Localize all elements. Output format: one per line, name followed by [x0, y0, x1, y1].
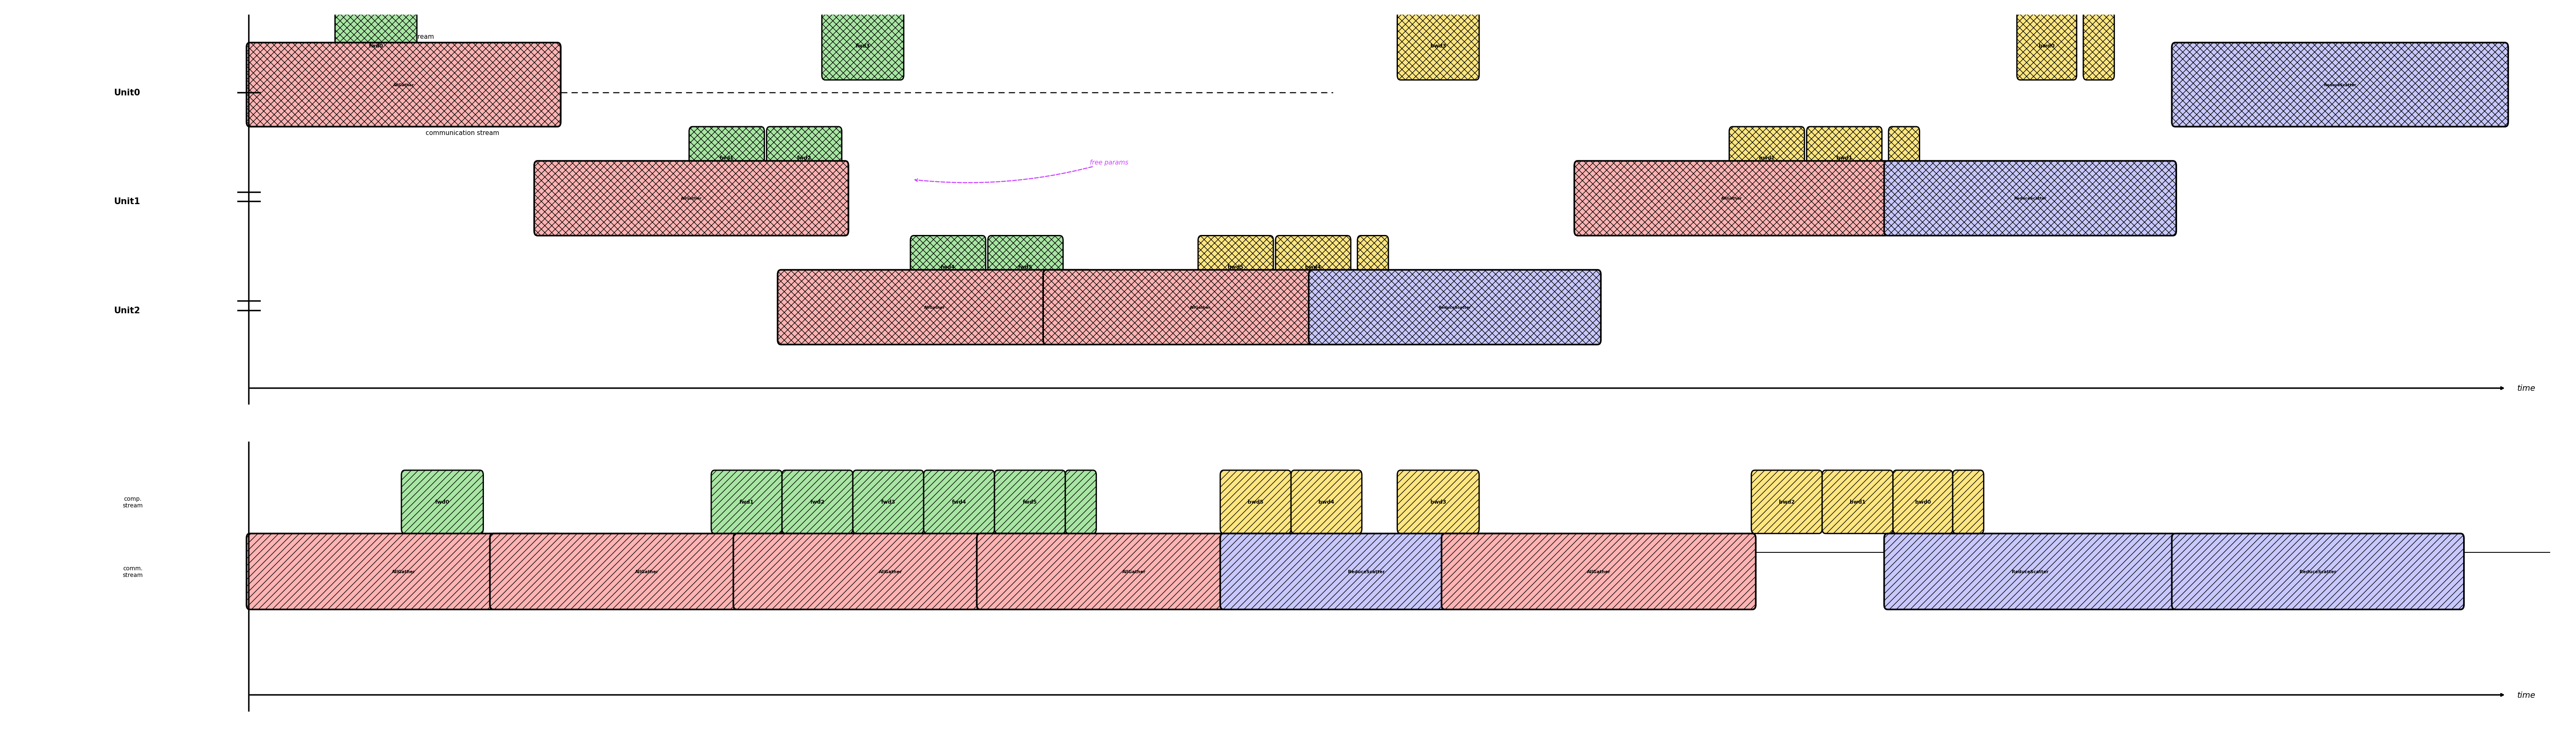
Text: Unit0: Unit0 — [113, 88, 139, 97]
FancyBboxPatch shape — [822, 12, 904, 80]
Text: AllGather: AllGather — [1587, 569, 1610, 574]
Text: fwd1: fwd1 — [739, 500, 755, 505]
FancyBboxPatch shape — [1806, 127, 1883, 189]
Text: ReduceScatter: ReduceScatter — [2014, 197, 2045, 201]
FancyBboxPatch shape — [2017, 12, 2076, 80]
FancyBboxPatch shape — [247, 43, 562, 127]
Text: fwd5: fwd5 — [1023, 500, 1038, 505]
Text: AllGather: AllGather — [636, 569, 659, 574]
FancyBboxPatch shape — [853, 470, 925, 533]
Text: fwd2: fwd2 — [796, 155, 811, 161]
FancyBboxPatch shape — [1883, 161, 2177, 236]
Text: fwd3: fwd3 — [881, 500, 896, 505]
FancyBboxPatch shape — [976, 533, 1291, 610]
FancyBboxPatch shape — [1953, 470, 1984, 533]
FancyBboxPatch shape — [1066, 470, 1097, 533]
Text: free params: free params — [914, 160, 1128, 183]
Text: bwd2: bwd2 — [1780, 500, 1795, 505]
FancyBboxPatch shape — [1574, 161, 1888, 236]
Text: bwd4: bwd4 — [1306, 264, 1321, 270]
Text: fwd1: fwd1 — [719, 155, 734, 161]
Text: compute stream: compute stream — [381, 34, 433, 40]
Text: AllGather: AllGather — [925, 306, 945, 309]
Text: bwd5: bwd5 — [1229, 264, 1244, 270]
Text: fwd5: fwd5 — [1018, 264, 1033, 270]
Text: ReduceScatter: ReduceScatter — [1437, 306, 1471, 309]
Text: bwd3: bwd3 — [1430, 500, 1445, 505]
Text: ReduceScatter: ReduceScatter — [2300, 569, 2336, 574]
FancyBboxPatch shape — [1893, 470, 1953, 533]
FancyBboxPatch shape — [533, 161, 848, 236]
Text: comp.
stream: comp. stream — [124, 496, 142, 509]
Text: Unit1: Unit1 — [113, 198, 139, 206]
FancyBboxPatch shape — [335, 12, 417, 80]
Text: bwd3: bwd3 — [1430, 43, 1445, 49]
Text: ReduceScatter: ReduceScatter — [1347, 569, 1386, 574]
Text: bwd1: bwd1 — [1850, 500, 1865, 505]
Text: fwd4: fwd4 — [953, 500, 966, 505]
Text: time: time — [2517, 691, 2535, 699]
Text: AllGather: AllGather — [680, 197, 701, 201]
FancyBboxPatch shape — [987, 236, 1064, 298]
Text: AllGather: AllGather — [1190, 306, 1211, 309]
FancyBboxPatch shape — [1752, 470, 1821, 533]
FancyBboxPatch shape — [1443, 533, 1757, 610]
FancyBboxPatch shape — [778, 270, 1092, 345]
Text: ReduceScatter: ReduceScatter — [2324, 83, 2357, 87]
FancyBboxPatch shape — [1396, 12, 1479, 80]
Text: bwd5: bwd5 — [1247, 500, 1265, 505]
FancyBboxPatch shape — [1396, 470, 1479, 533]
Text: fwd0: fwd0 — [368, 43, 384, 49]
FancyBboxPatch shape — [1221, 533, 1512, 610]
FancyBboxPatch shape — [994, 470, 1066, 533]
FancyBboxPatch shape — [925, 470, 994, 533]
Text: fwd2: fwd2 — [811, 500, 824, 505]
FancyBboxPatch shape — [2172, 43, 2509, 127]
Text: Unit2: Unit2 — [113, 306, 139, 315]
FancyBboxPatch shape — [1221, 470, 1291, 533]
FancyBboxPatch shape — [1198, 236, 1273, 298]
Text: AllGather: AllGather — [392, 569, 415, 574]
Text: AllGather: AllGather — [878, 569, 902, 574]
FancyBboxPatch shape — [1358, 236, 1388, 298]
Text: fwd3: fwd3 — [855, 43, 871, 49]
Text: communication stream: communication stream — [425, 130, 500, 136]
FancyBboxPatch shape — [1821, 470, 1893, 533]
FancyBboxPatch shape — [489, 533, 804, 610]
Text: ReduceScatter: ReduceScatter — [2012, 569, 2048, 574]
Text: comm.
stream: comm. stream — [124, 565, 142, 578]
Text: bwd1: bwd1 — [1837, 155, 1852, 161]
FancyBboxPatch shape — [247, 533, 562, 610]
FancyBboxPatch shape — [1275, 236, 1350, 298]
FancyBboxPatch shape — [1728, 127, 1803, 189]
FancyBboxPatch shape — [1888, 127, 1919, 189]
Text: bwd0: bwd0 — [2038, 43, 2056, 49]
FancyBboxPatch shape — [909, 236, 987, 298]
FancyBboxPatch shape — [402, 470, 484, 533]
Text: AllGather: AllGather — [1123, 569, 1146, 574]
FancyBboxPatch shape — [783, 470, 853, 533]
FancyBboxPatch shape — [690, 127, 765, 189]
FancyBboxPatch shape — [2172, 533, 2463, 610]
Text: bwd2: bwd2 — [1759, 155, 1775, 161]
Text: time: time — [2517, 384, 2535, 392]
FancyBboxPatch shape — [768, 127, 842, 189]
Text: fwd0: fwd0 — [435, 500, 451, 505]
FancyBboxPatch shape — [1883, 533, 2177, 610]
Text: bwd0: bwd0 — [1914, 500, 1932, 505]
FancyBboxPatch shape — [2084, 12, 2115, 80]
FancyBboxPatch shape — [1291, 470, 1363, 533]
Text: bwd4: bwd4 — [1319, 500, 1334, 505]
FancyBboxPatch shape — [734, 533, 1048, 610]
FancyBboxPatch shape — [1309, 270, 1600, 345]
Text: AllGather: AllGather — [1721, 197, 1741, 201]
FancyBboxPatch shape — [1043, 270, 1358, 345]
Text: fwd4: fwd4 — [940, 264, 956, 270]
Text: AllGather: AllGather — [394, 83, 415, 87]
FancyBboxPatch shape — [711, 470, 783, 533]
